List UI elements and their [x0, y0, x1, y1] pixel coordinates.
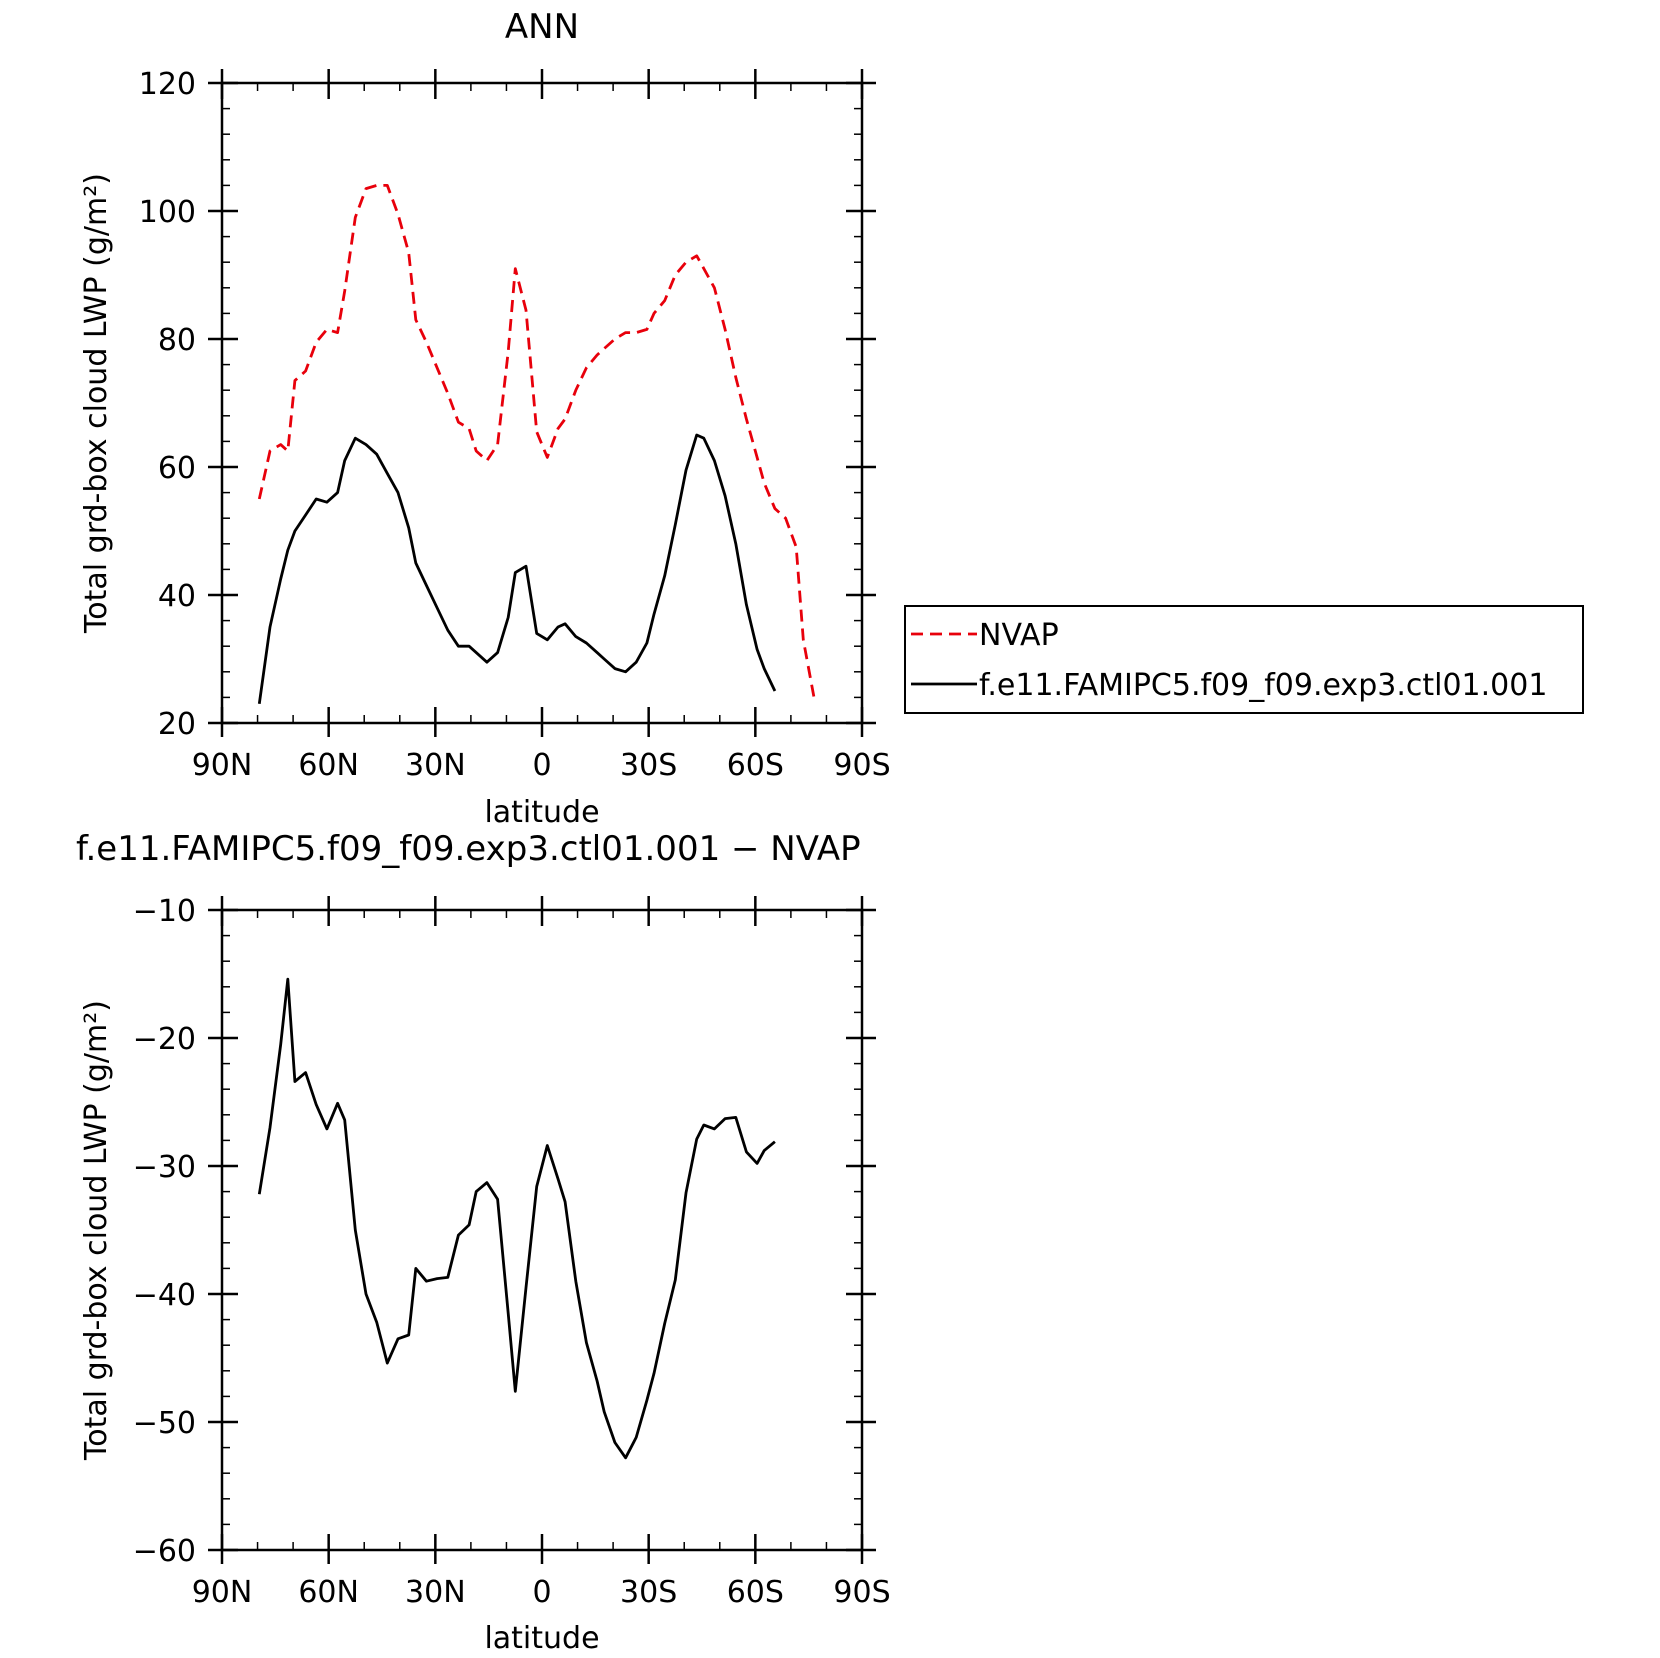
y-tick-label: −60 — [133, 1534, 196, 1569]
x-tick-label: 30N — [405, 748, 466, 783]
chart-title: ANN — [505, 7, 579, 47]
x-tick-label: 0 — [532, 1575, 551, 1610]
legend-label: f.e11.FAMIPC5.f09_f09.exp3.ctl01.001 — [979, 668, 1547, 703]
legend-box — [904, 605, 1584, 714]
x-tick-label: 0 — [532, 748, 551, 783]
x-tick-label: 90N — [192, 1575, 253, 1610]
x-tick-label: 30S — [620, 1575, 677, 1610]
y-tick-label: −30 — [133, 1150, 196, 1185]
y-tick-label: 40 — [158, 579, 196, 614]
legend-label: NVAP — [979, 618, 1059, 653]
y-tick-label: 60 — [158, 451, 196, 486]
y-tick-label: −10 — [133, 894, 196, 929]
y-tick-label: −40 — [133, 1278, 196, 1313]
x-axis-label: latitude — [484, 795, 599, 830]
chart-title: f.e11.FAMIPC5.f09_f09.exp3.ctl01.001 − N… — [76, 829, 861, 869]
y-axis-label: Total grd-box cloud LWP (g/m²) — [79, 1000, 114, 1461]
plot-frame — [220, 908, 864, 1552]
x-tick-label: 60S — [727, 748, 784, 783]
y-tick-label: 80 — [158, 323, 196, 358]
top-chart-panel: 90N 60N 30N 0 30S 60S 90S 20 40 60 80 100 120 ANN lati… — [79, 7, 891, 830]
x-tick-label: 90S — [833, 1575, 890, 1610]
y-tick-label: −50 — [133, 1406, 196, 1441]
y-tick-label: 120 — [139, 67, 196, 102]
y-tick-label: −20 — [133, 1022, 196, 1057]
series-line-difference — [257, 977, 776, 1460]
y-axis-label: Total grd-box cloud LWP (g/m²) — [79, 173, 114, 634]
x-tick-label: 60S — [727, 1575, 784, 1610]
x-tick-label: 30S — [620, 748, 677, 783]
plot-frame — [220, 81, 864, 725]
y-tick-label: 100 — [139, 195, 196, 230]
x-tick-label: 60N — [298, 1575, 359, 1610]
x-tick-label: 30N — [405, 1575, 466, 1610]
x-tick-label: 60N — [298, 748, 359, 783]
x-tick-label: 90S — [833, 748, 890, 783]
series-line-nvap — [257, 183, 816, 698]
y-tick-label: 20 — [158, 707, 196, 742]
series-line-f-e11-famipc5-f09-f09-exp3-ctl01-001 — [257, 433, 777, 704]
x-axis-label: latitude — [484, 1621, 599, 1656]
bottom-chart-panel: 90N 60N 30N 0 30S 60S 90S −10 −20 −30 −40 −50 −60 f.e… — [76, 829, 891, 1656]
x-tick-label: 90N — [192, 748, 253, 783]
legend: NVAP f.e11.FAMIPC5.f09_f09.exp3.ctl01.001 — [904, 605, 1584, 714]
